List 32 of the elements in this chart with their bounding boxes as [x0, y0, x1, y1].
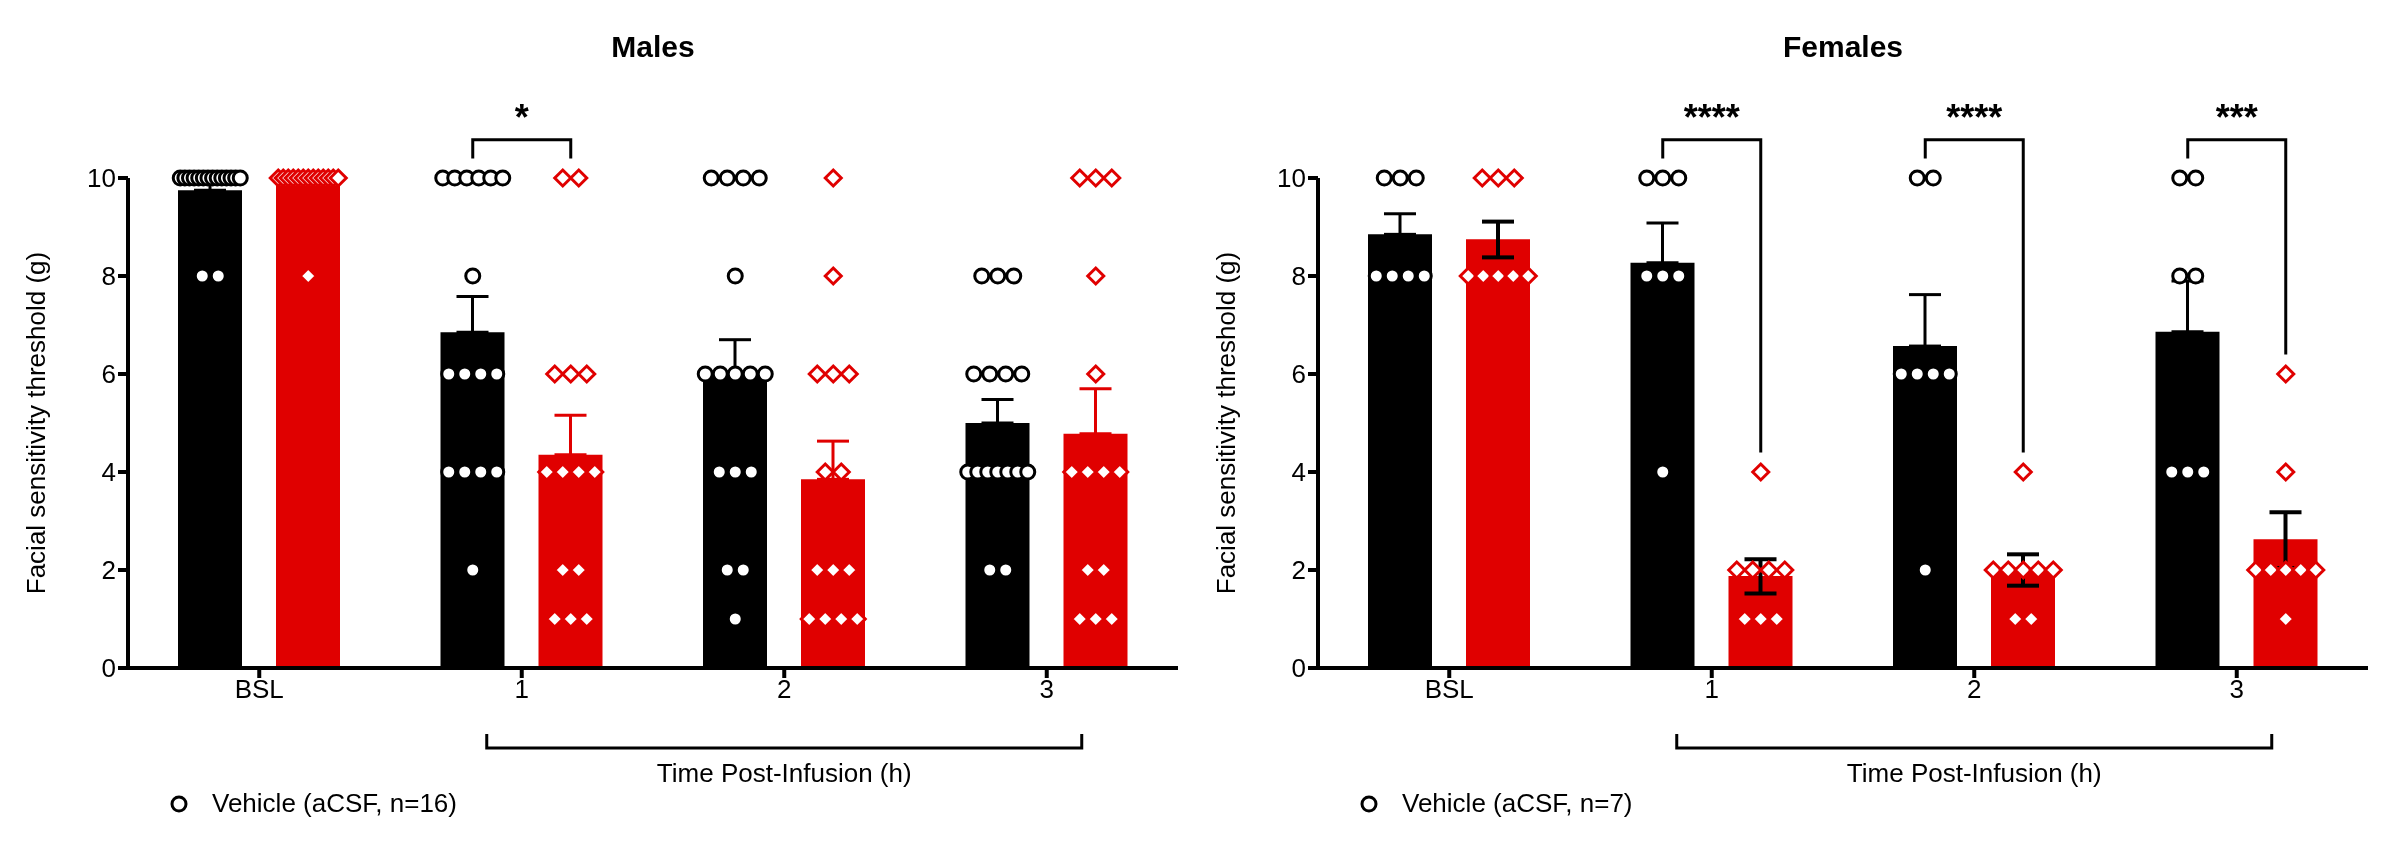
x-tick-label: 3	[2229, 674, 2244, 705]
y-tick-label: 4	[101, 457, 116, 488]
x-tick-label: BSL	[1424, 674, 1474, 705]
x-tick-label: BSL	[234, 674, 284, 705]
text: *	[514, 96, 529, 138]
x-tick-label: 2	[1967, 674, 1982, 705]
text: ****	[1946, 96, 2003, 138]
y-tick-label: 8	[101, 261, 116, 292]
y-tick-label: 2	[101, 555, 116, 586]
y-tick-label: 4	[1291, 457, 1306, 488]
x-tick-label: 2	[777, 674, 792, 705]
y-axis-title: Facial sensitivity threshold (g)	[1211, 251, 1242, 595]
text: ***	[2215, 96, 2258, 138]
chart-title: Females	[1781, 30, 1905, 64]
y-tick-label: 2	[1291, 555, 1306, 586]
text: ****	[1683, 96, 1740, 138]
x-axis-title: Time Post-Infusion (h)	[1846, 758, 2102, 788]
legend-label: Vehicle (aCSF, n=7)	[1402, 788, 1633, 819]
y-tick-label: 10	[87, 163, 116, 194]
y-tick-label: 0	[1291, 653, 1306, 684]
x-tick-label: 1	[1704, 674, 1719, 705]
y-tick-label: 0	[101, 653, 116, 684]
y-axis-title: Facial sensitivity threshold (g)	[21, 251, 52, 595]
y-tick-label: 6	[1291, 359, 1306, 390]
x-axis-title: Time Post-Infusion (h)	[656, 758, 912, 788]
x-tick-label: 3	[1039, 674, 1054, 705]
x-tick-label: 1	[514, 674, 529, 705]
legend-label: Vehicle (aCSF, n=16)	[212, 788, 457, 819]
chart-title: Males	[610, 30, 696, 64]
y-tick-label: 8	[1291, 261, 1306, 292]
y-tick-label: 6	[101, 359, 116, 390]
y-tick-label: 10	[1277, 163, 1306, 194]
